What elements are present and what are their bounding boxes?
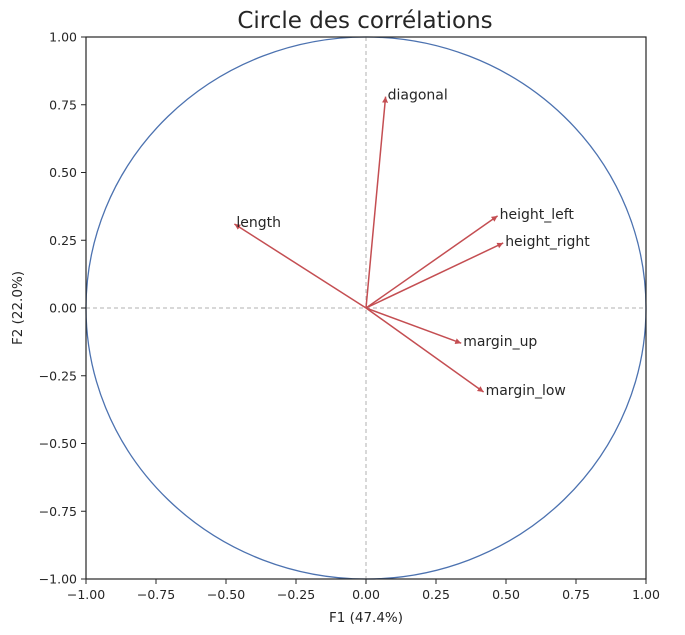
vector-arrow-margin-up [365,307,462,344]
vector-arrow-diagonal [365,96,389,309]
chart-title: Circle des corrélations [237,8,492,34]
x-tick-label: 0.00 [352,587,380,602]
x-tick-label: −1.00 [67,587,105,602]
vector-arrow-margin-low [365,307,485,393]
vector-label-margin-low: margin_low [486,383,566,399]
y-tick-label: 0.75 [49,97,77,112]
vector-label-length: length [236,215,281,231]
y-tick-label: 0.25 [49,233,77,248]
vector-arrow-height-right [365,242,504,309]
x-tick-label: −0.50 [207,587,245,602]
x-tick-label: 1.00 [632,587,660,602]
vector-label-diagonal: diagonal [388,88,448,104]
y-axis-ticks: 1.00 0.75 0.50 0.25 0.00 −0.25 −0.50 −0.75 −1.00 [39,30,86,587]
x-tick-label: −0.75 [137,587,175,602]
vector-arrow-length [233,223,367,309]
x-axis-label: F1 (47.4%) [329,610,403,626]
plot-area: diagonal length height_left height_rightmar… [85,36,647,580]
y-tick-label: −0.50 [39,436,77,451]
y-axis-label: F2 (22.0%) [10,271,26,345]
y-tick-label: −1.00 [39,572,77,587]
x-axis-ticks: −1.00 −0.75 −0.50 −0.25 0.00 0.25 0.50 0.75 1.00 [67,579,660,602]
x-tick-label: 0.75 [562,587,590,602]
y-tick-label: 0.00 [49,301,77,316]
vector-arrow-height-left [365,215,499,309]
x-tick-label: −0.25 [277,587,315,602]
y-tick-label: −0.75 [39,504,77,519]
y-tick-label: 0.50 [49,165,77,180]
y-tick-label: −0.25 [39,368,77,383]
vector-label-height-left: height_left [500,207,575,223]
x-tick-label: 0.50 [492,587,520,602]
vector-label-height-right: height_right [505,234,590,250]
vector-label-margin-up: margin_up [463,334,537,350]
x-tick-label: 0.25 [422,587,450,602]
y-tick-label: 1.00 [49,30,77,45]
